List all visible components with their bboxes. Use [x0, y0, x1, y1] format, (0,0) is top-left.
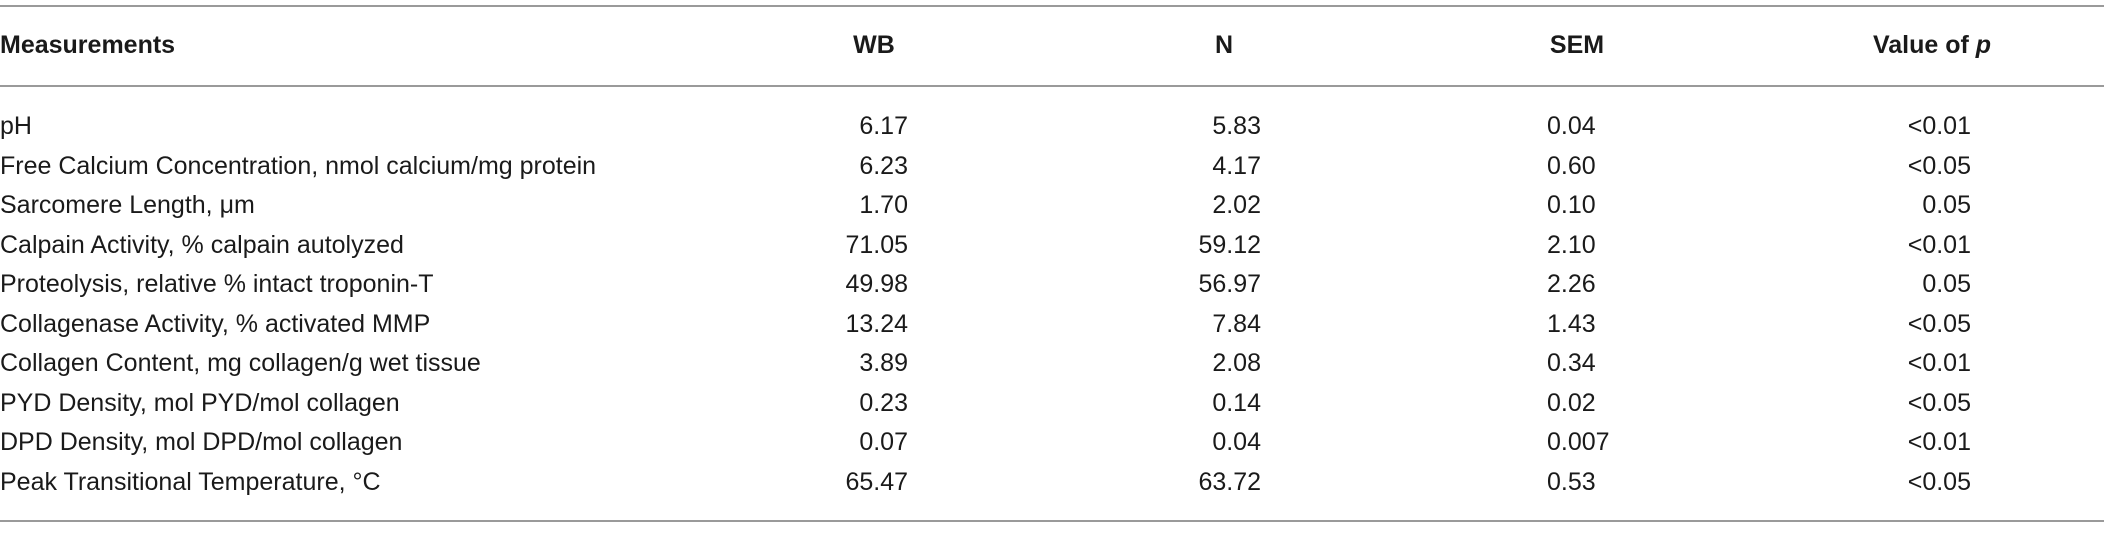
data-cell: <0.01	[1907, 230, 1971, 259]
data-cell: 1.70	[859, 191, 908, 219]
header-cell: Measurements	[0, 31, 176, 59]
header-text: Value of	[1872, 31, 1969, 59]
top-rule	[0, 5, 2104, 7]
data-cell: 0.04	[1547, 112, 1596, 140]
data-cell: 5.83	[1212, 112, 1261, 140]
data-cell: 0.23	[859, 388, 908, 417]
data-cell: 0.02	[1547, 388, 1596, 417]
data-cell: 63.72	[1198, 467, 1261, 496]
data-cell: <0.01	[1907, 112, 1971, 140]
data-cell: 2.26	[1547, 270, 1596, 298]
data-cell: 2.08	[1212, 349, 1261, 377]
data-cell: 59.12	[1198, 230, 1261, 259]
data-cell: <0.01	[1907, 349, 1971, 377]
data-cell: 0.60	[1547, 151, 1596, 180]
data-cell: <0.05	[1907, 388, 1971, 417]
data-cell: 71.05	[845, 230, 908, 259]
row-label: Peak Transitional Temperature, °C	[0, 467, 381, 496]
data-cell: 56.97	[1198, 270, 1261, 298]
data-cell: 13.24	[845, 309, 908, 338]
row-label: DPD Density, mol DPD/mol collagen	[0, 428, 403, 456]
data-cell: 65.47	[845, 467, 908, 496]
data-cell: 6.23	[859, 151, 908, 180]
row-label: Collagen Content, mg collagen/g wet tiss…	[0, 349, 481, 377]
row-label: Sarcomere Length, μm	[0, 191, 255, 219]
row-label: Proteolysis, relative % intact troponin-…	[0, 270, 434, 298]
data-cell: 1.43	[1547, 309, 1596, 338]
header-cell: Value of p	[1873, 30, 1991, 60]
data-cell: <0.05	[1907, 151, 1971, 180]
header-cell: N	[1214, 31, 1234, 59]
data-cell: 2.10	[1547, 230, 1596, 259]
row-label: Free Calcium Concentration, nmol calcium…	[0, 151, 597, 180]
data-cell: 3.89	[859, 349, 908, 377]
data-cell: 0.10	[1547, 191, 1596, 219]
data-cell: <0.01	[1907, 428, 1971, 456]
data-cell: 2.02	[1212, 191, 1261, 219]
row-label: Calpain Activity, % calpain autolyzed	[0, 230, 404, 259]
header-symbol: p	[1975, 31, 1992, 59]
row-label: Collagenase Activity, % activated MMP	[0, 309, 431, 338]
bottom-rule	[0, 520, 2104, 522]
header-cell: WB	[853, 31, 895, 59]
header-rule	[0, 85, 2104, 87]
data-cell: 6.17	[859, 112, 908, 140]
data-cell: <0.05	[1907, 309, 1971, 338]
data-cell: <0.05	[1907, 467, 1971, 496]
data-cell: 0.14	[1212, 388, 1261, 417]
data-cell: 4.17	[1212, 151, 1261, 180]
data-cell: 0.04	[1212, 428, 1261, 456]
data-cell: 0.007	[1547, 428, 1610, 456]
row-label: pH	[0, 112, 32, 140]
data-cell: 49.98	[845, 270, 908, 298]
data-cell: 0.07	[859, 428, 908, 456]
row-label: PYD Density, mol PYD/mol collagen	[0, 388, 400, 417]
data-cell: 0.34	[1547, 349, 1596, 377]
data-cell: 0.53	[1547, 467, 1596, 496]
data-cell: 0.05	[1922, 270, 1971, 298]
data-cell: 0.05	[1922, 191, 1971, 219]
header-cell: SEM	[1549, 31, 1605, 59]
data-cell: 7.84	[1212, 309, 1261, 338]
